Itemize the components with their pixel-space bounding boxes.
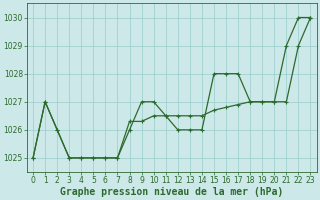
X-axis label: Graphe pression niveau de la mer (hPa): Graphe pression niveau de la mer (hPa) [60,186,284,197]
